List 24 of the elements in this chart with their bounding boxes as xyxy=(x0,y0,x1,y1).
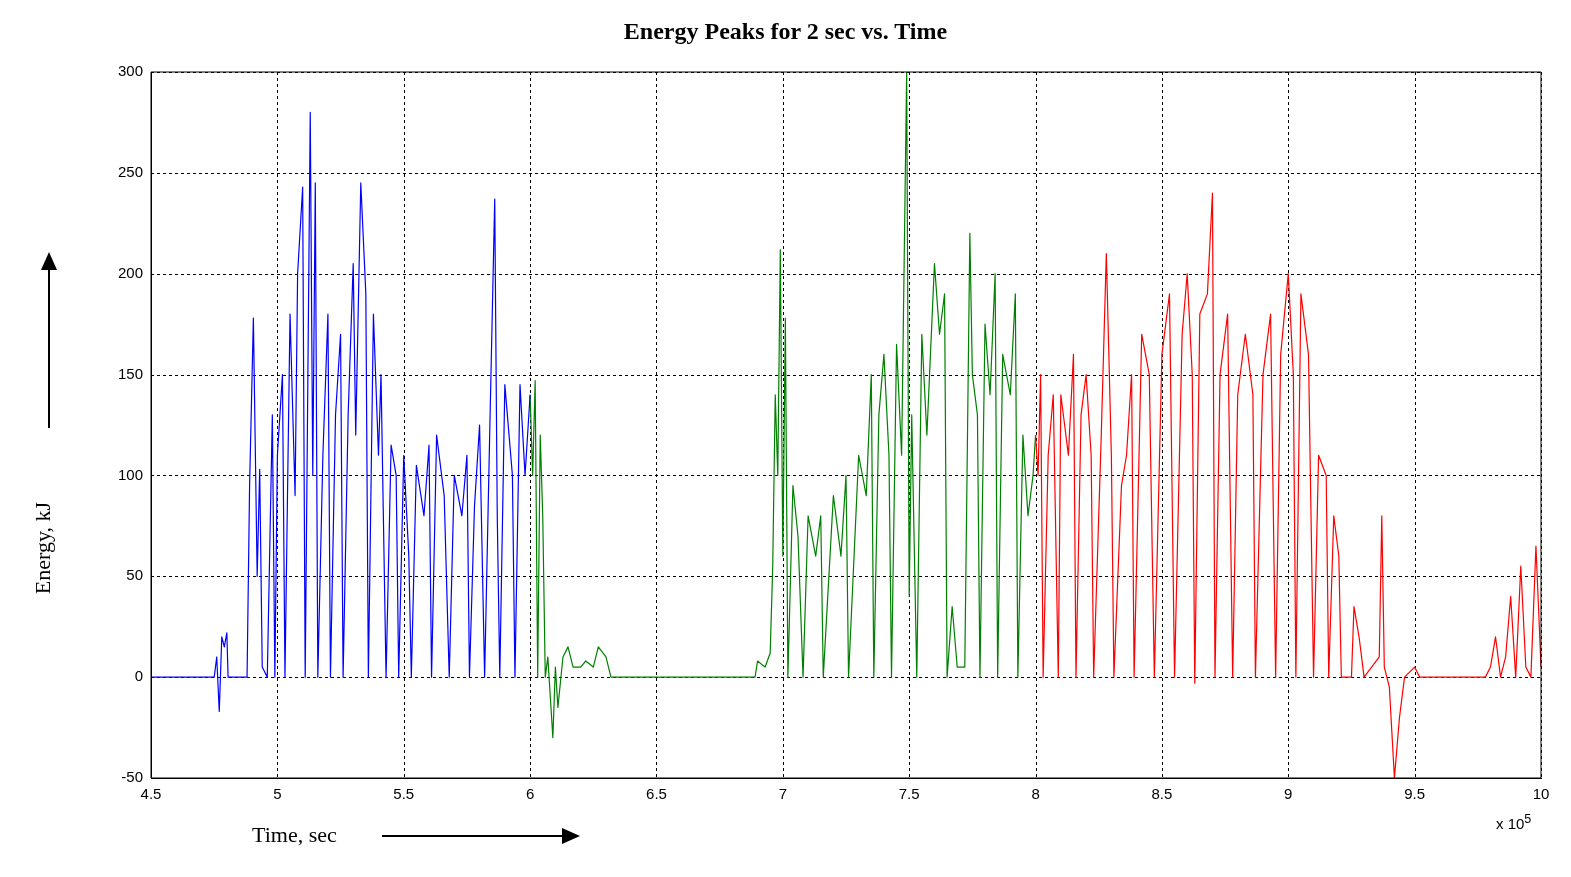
text: x 10$^{5}$ xyxy=(1496,812,1532,832)
y-tick-label: 0 xyxy=(134,667,144,685)
x-tick-label: 7 xyxy=(778,785,787,803)
x-tick-label: 4.5 xyxy=(140,785,162,803)
chart-title: Energy Peaks for 2 sec vs. Time xyxy=(622,18,949,45)
x-tick-label: 9.5 xyxy=(1404,785,1426,803)
x-axis-title: Time, sec xyxy=(252,822,337,848)
x-tick-label: 6 xyxy=(525,785,535,803)
x-tick-label: 6.5 xyxy=(646,785,667,803)
y-tick-label: 250 xyxy=(118,163,144,180)
y-tick-label: -50 xyxy=(121,768,144,786)
y-tick-label: 150 xyxy=(118,364,144,382)
x-tick-label: 5 xyxy=(273,785,282,803)
y-axis-title: Energy, kJ xyxy=(30,501,56,595)
x-tick-label: 5.5 xyxy=(393,785,415,803)
y-tick-label: 300 xyxy=(118,62,144,80)
x-tick-label: 10 xyxy=(1532,785,1550,803)
y-tick-label: 50 xyxy=(126,566,144,584)
x-tick-label: 8.5 xyxy=(1151,785,1173,803)
y-tick-label: 100 xyxy=(118,465,144,483)
x-tick-label: 9 xyxy=(1284,785,1293,803)
x-tick-label: 8 xyxy=(1031,785,1040,803)
x-tick-label: 7.5 xyxy=(898,785,920,803)
y-tick-label: 200 xyxy=(118,263,144,281)
